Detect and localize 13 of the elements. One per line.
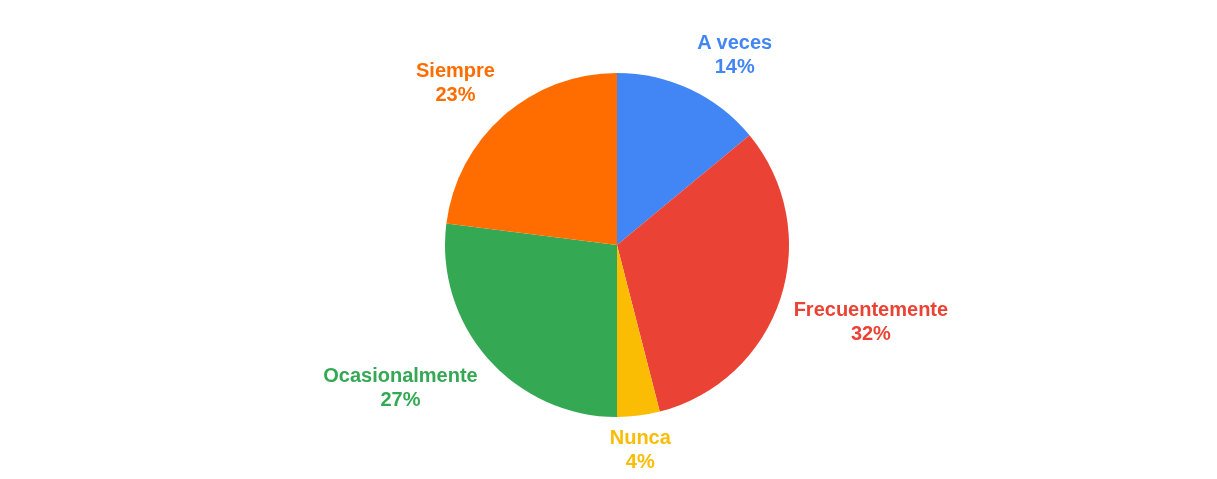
data-label: 23%	[435, 83, 476, 106]
pie-slice	[617, 245, 660, 417]
data-label: 14%	[714, 54, 755, 77]
pie-slice	[617, 135, 789, 412]
slice-label: Nunca	[609, 425, 672, 448]
slice-label: Siempre	[416, 59, 495, 82]
slice-label: A veces	[697, 30, 773, 53]
data-label: 32%	[850, 322, 892, 345]
slice-label: Ocasionalmente	[323, 364, 478, 386]
data-label: 4%	[625, 449, 655, 472]
pie-slice	[617, 73, 750, 245]
slice-label: Frecuentemente	[793, 298, 949, 321]
data-label: 27%	[380, 388, 421, 410]
